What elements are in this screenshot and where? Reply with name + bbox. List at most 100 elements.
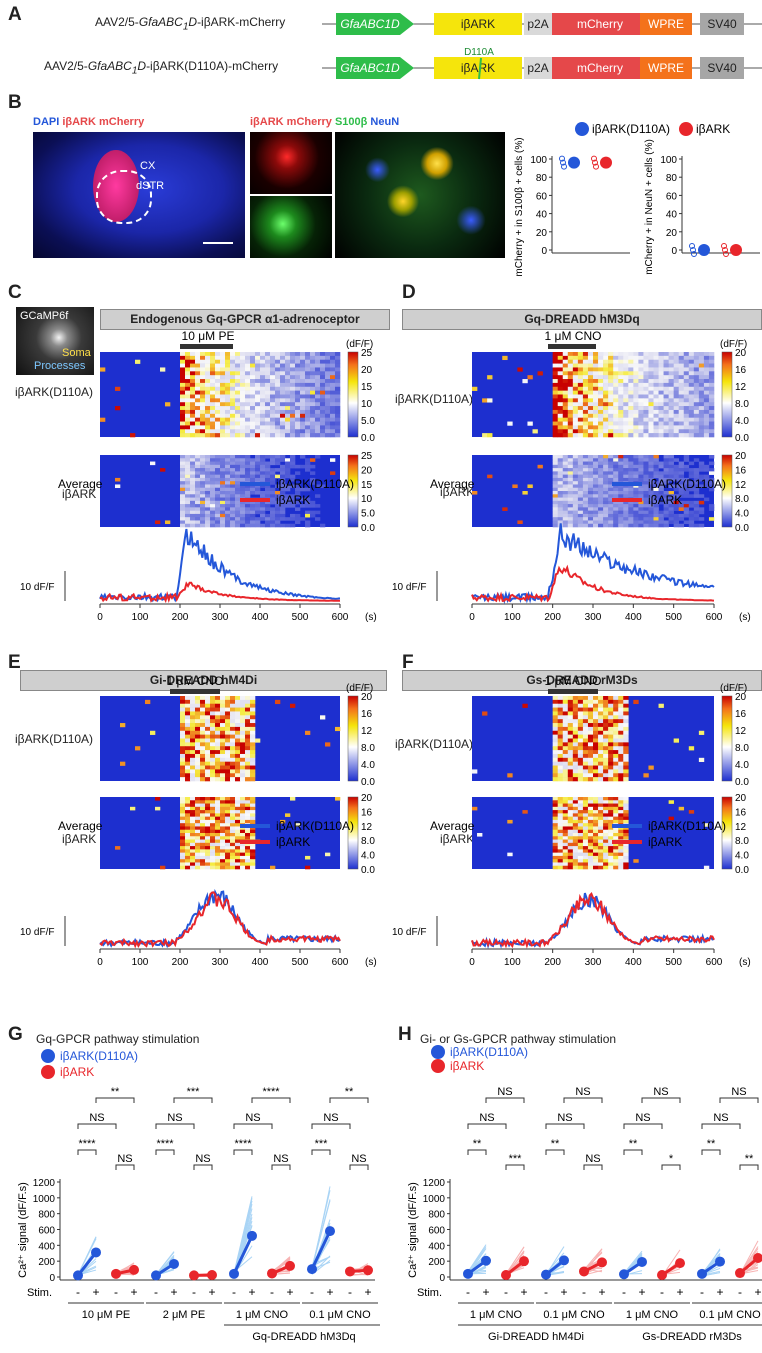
heatmap-cell [577, 769, 584, 774]
heatmap-cell [688, 513, 695, 518]
heatmap-cell [598, 468, 604, 472]
heatmap-cell [577, 862, 584, 867]
heatmap-cell [215, 859, 221, 863]
heatmap-cell [643, 477, 649, 482]
heatmap-cell [628, 477, 634, 482]
x-tick-label: 200 [172, 957, 189, 968]
heatmap-cell [200, 852, 206, 857]
heatmap-cell [613, 458, 619, 462]
heatmap-cell [633, 520, 639, 525]
heatmap-cell [663, 497, 669, 502]
heatmap-cell [250, 797, 256, 801]
heatmap-cell [315, 375, 321, 380]
heatmap-cell [608, 723, 614, 728]
heatmap-cell [255, 738, 261, 743]
heatmap-cell [265, 494, 271, 498]
heatmap-cell [300, 409, 306, 415]
heatmap-cell [185, 719, 191, 724]
heatmap-cell [603, 823, 609, 827]
heatmap-cell [215, 375, 221, 380]
heatmap-cell [552, 819, 559, 824]
heatmap-cell [628, 355, 634, 361]
heatmap-cell [245, 816, 251, 821]
heatmap-cell [598, 394, 604, 399]
heatmap-cell [265, 487, 271, 492]
title-f: Gs-DREADD rM3Ds [402, 670, 762, 691]
heatmap-cell [552, 862, 559, 867]
heatmap-cell [587, 417, 594, 422]
x-tick-label: 600 [706, 612, 723, 623]
heatmap-cell [220, 481, 226, 485]
heatmap-cell [683, 429, 690, 434]
heatmap-cell [200, 458, 206, 462]
y-tick-label: 40 [536, 210, 548, 221]
heatmap-cell [190, 402, 196, 407]
heatmap-cell [608, 500, 614, 505]
heatmap-cell [648, 504, 654, 508]
heatmap-cell [195, 367, 201, 372]
heatmap-cell [688, 355, 695, 361]
heatmap-cell [290, 523, 296, 528]
heatmap-cell [225, 494, 231, 498]
panel-label-a: A [8, 4, 22, 25]
heatmap-cell [557, 719, 564, 724]
heatmap-cell [180, 800, 186, 804]
heatmap-cell [240, 711, 246, 716]
heatmap-cell [235, 484, 241, 489]
heatmap-cell [587, 379, 594, 384]
heatmap-cell [195, 719, 201, 724]
heatmap-cell [255, 484, 261, 489]
construct-element-label: mCherry [577, 17, 623, 31]
heatmap-cell [527, 421, 533, 426]
heatmap-cell [613, 491, 619, 495]
y-axis-label: Ca²⁺ signal (dF/F.s) [407, 1182, 419, 1278]
heatmap-cell [245, 803, 251, 808]
heatmap-cell [562, 726, 569, 732]
heatmap-cell [552, 846, 559, 850]
heatmap-cell [552, 375, 559, 380]
heatmap-cell [683, 355, 690, 361]
heatmap-cell [613, 487, 619, 492]
heatmap-cell [577, 730, 584, 735]
heatmap-cell [648, 367, 654, 372]
heatmap-cell [618, 487, 624, 492]
heatmap-cell [562, 829, 569, 834]
heatmap-cell [235, 406, 241, 411]
heatmap-cell [623, 371, 629, 376]
heatmap-cell [613, 375, 619, 380]
heatmap-cell [628, 484, 634, 489]
heatmap-cell [587, 390, 594, 395]
heatmap-cell [582, 477, 589, 482]
heatmap-cell [195, 761, 201, 766]
heatmap-cell [200, 813, 206, 817]
heatmap-cell [225, 406, 231, 411]
heatmap-cell [335, 429, 341, 434]
heatmap-cell [663, 474, 669, 479]
heatmap-cell [195, 803, 201, 808]
heatmap-cell [230, 742, 236, 747]
heatmap-cell [587, 833, 594, 837]
heatmap-cell [215, 487, 221, 492]
heatmap-cell [245, 855, 251, 860]
x-tick-label: 100 [504, 612, 521, 623]
heatmap-cell [613, 711, 619, 716]
heatmap-cell [567, 803, 574, 808]
heatmap-cell [658, 513, 664, 518]
heatmap-cell [577, 849, 584, 853]
heatmap-cell [678, 394, 685, 399]
heatmap-cell [295, 402, 301, 407]
heatmap-cell [230, 371, 236, 376]
heatmap-cell [572, 379, 579, 384]
heatmap-cell [285, 484, 291, 489]
heatmap-cell [290, 513, 296, 518]
heatmap-cell [683, 500, 690, 505]
heatmap-cell [693, 363, 700, 368]
heatmap-cell [557, 773, 564, 778]
heatmap-cell [618, 742, 624, 747]
heatmap-cell [180, 398, 186, 403]
heatmap-cell [265, 394, 271, 399]
heatmap-cell [698, 375, 705, 380]
heatmap-cell [185, 386, 191, 391]
heatmap-cell [215, 468, 221, 472]
mean-dot [129, 1264, 139, 1275]
